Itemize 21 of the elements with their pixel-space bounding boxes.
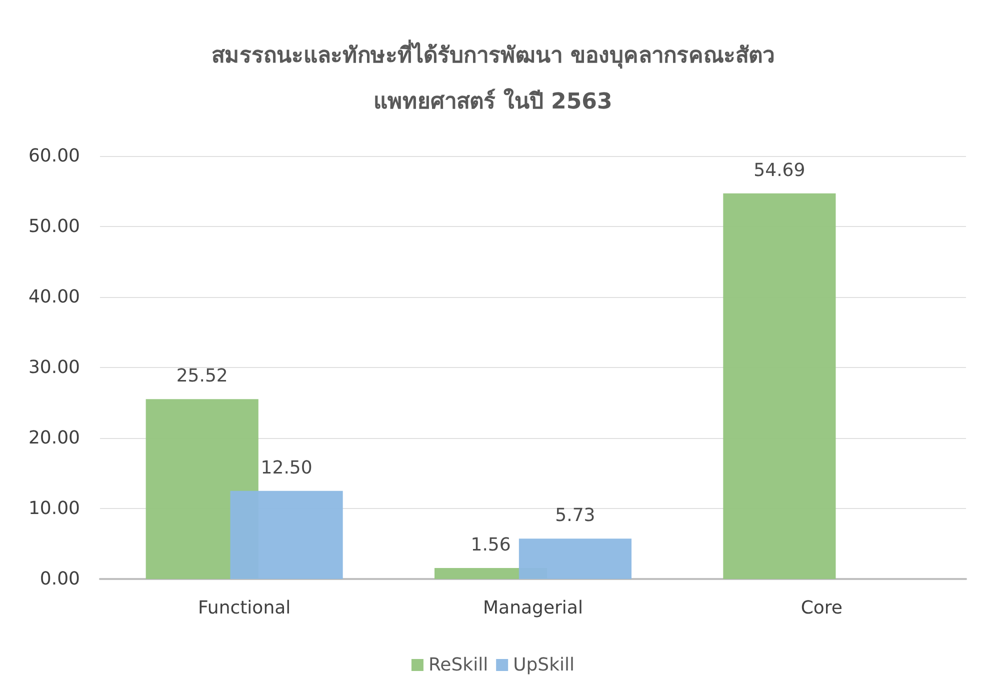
bar [518,538,632,579]
y-tick-label: 10.00 [28,498,80,519]
legend-label: ReSkill [428,654,488,676]
chart-title: สมรรถนะและทักษะที่ได้รับการพัฒนา ของบุคลากรคณะสัตว แพทยศาสตร์ ในปี 2563 [212,38,774,114]
data-label: 54.69 [754,160,806,181]
x-tick-label: Managerial [483,598,583,618]
bar [230,490,343,579]
legend-label: UpSkill [513,654,575,676]
y-tick-label: 40.00 [28,286,80,308]
data-label: 12.50 [260,457,312,478]
x-tick-label: Core [800,598,843,618]
data-label: 1.56 [470,534,511,556]
y-tick-label: 60.00 [28,146,80,166]
y-tick-label: 20.00 [28,428,80,448]
x-tick-label: Functional [198,598,291,618]
data-label: 25.52 [176,366,228,387]
y-tick-label: 50.00 [28,216,80,237]
y-tick-label: 0.00 [40,568,80,590]
bar [723,193,836,579]
data-label: 5.73 [555,505,596,526]
y-tick-label: 30.00 [28,357,80,378]
